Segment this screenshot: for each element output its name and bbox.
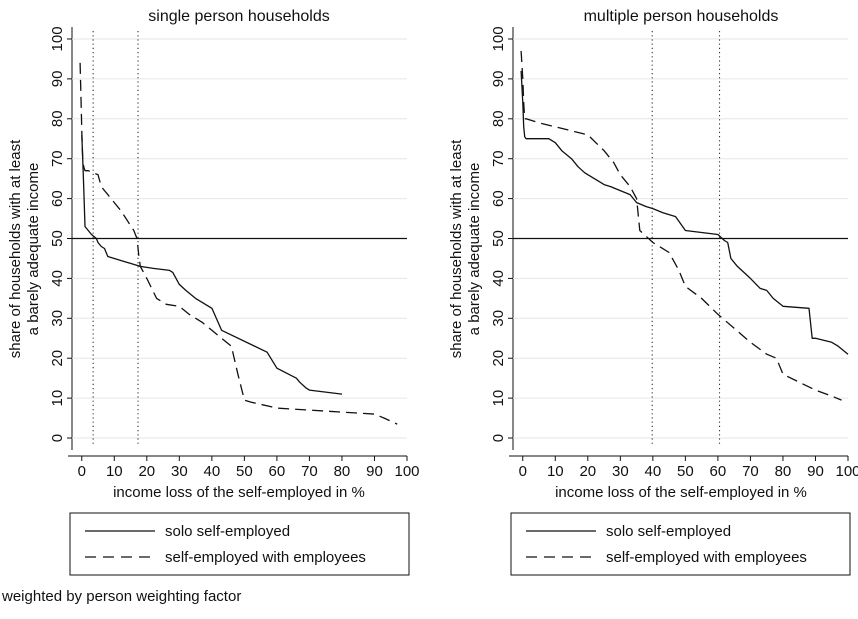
legend-label-employees: self-employed with employees <box>606 549 807 566</box>
y-tick-label: 70 <box>490 150 507 167</box>
x-tick-label: 100 <box>394 463 419 480</box>
legend: solo self-employed self-employed with em… <box>69 512 410 576</box>
y-tick-label: 20 <box>49 350 66 367</box>
y-tick-label: 60 <box>49 190 66 207</box>
y-axis-label-line1: share of households with at least <box>448 139 465 358</box>
x-tick-label: 10 <box>106 463 123 480</box>
x-tick-label: 20 <box>138 463 155 480</box>
x-tick-label: 0 <box>519 463 527 480</box>
legend-box <box>510 512 851 576</box>
legend-label-solo: solo self-employed <box>165 523 290 540</box>
legend-label-employees: self-employed with employees <box>165 549 366 566</box>
reference-lines <box>72 31 407 446</box>
y-tick-label: 20 <box>490 350 507 367</box>
y-tick-label: 50 <box>490 230 507 247</box>
x-tick-label: 70 <box>301 463 318 480</box>
legend-label-solo: solo self-employed <box>606 523 731 540</box>
y-ticks: 0 10 20 30 40 50 60 70 80 90 100 <box>490 26 513 442</box>
x-tick-label: 50 <box>677 463 694 480</box>
panel-title: single person households <box>148 8 329 25</box>
x-ticks: 0 10 20 30 40 50 60 70 80 90 100 <box>78 456 420 480</box>
x-tick-label: 90 <box>366 463 383 480</box>
x-tick-label: 30 <box>612 463 629 480</box>
panel-multiple-person: multiple person households 0 10 20 30 40 50 60… <box>448 8 858 576</box>
panel-single-person: single person households 0 10 20 30 40 50 60 70… <box>7 8 420 576</box>
x-tick-label: 60 <box>269 463 286 480</box>
y-axis-label-line2: a barely adequate income <box>25 163 42 336</box>
y-tick-label: 50 <box>49 230 66 247</box>
x-tick-label: 0 <box>78 463 86 480</box>
y-tick-label: 90 <box>490 71 507 88</box>
y-tick-label: 70 <box>49 150 66 167</box>
legend-box <box>69 512 410 576</box>
x-tick-label: 80 <box>775 463 792 480</box>
x-axis-label: income loss of the self-employed in % <box>555 484 807 501</box>
y-tick-label: 30 <box>49 310 66 327</box>
y-tick-label: 0 <box>49 434 66 442</box>
y-tick-label: 100 <box>49 26 66 51</box>
x-tick-label: 60 <box>710 463 727 480</box>
y-axis-label-line1: share of households with at least <box>7 139 24 358</box>
series-lines <box>79 62 398 425</box>
y-tick-label: 10 <box>490 390 507 407</box>
series-solo-line <box>520 70 849 355</box>
reference-lines <box>513 31 848 446</box>
y-tick-label: 10 <box>49 390 66 407</box>
y-tick-label: 0 <box>490 434 507 442</box>
x-tick-label: 70 <box>742 463 759 480</box>
x-tick-label: 40 <box>645 463 662 480</box>
x-tick-label: 80 <box>334 463 351 480</box>
y-tick-label: 30 <box>490 310 507 327</box>
y-ticks: 0 10 20 30 40 50 60 70 80 90 100 <box>49 26 72 442</box>
gridlines <box>72 38 407 439</box>
series-solo-line <box>81 134 343 395</box>
y-tick-label: 60 <box>490 190 507 207</box>
x-tick-label: 40 <box>204 463 221 480</box>
series-employees-line <box>79 62 398 425</box>
footnote: weighted by person weighting factor <box>2 588 242 605</box>
y-axis-label-line2: a barely adequate income <box>466 163 483 336</box>
y-tick-label: 40 <box>49 270 66 287</box>
x-tick-label: 30 <box>171 463 188 480</box>
x-ticks: 0 10 20 30 40 50 60 70 80 90 100 <box>519 456 858 480</box>
x-axis-label: income loss of the self-employed in % <box>113 484 365 501</box>
panel-title: multiple person households <box>584 8 779 25</box>
x-tick-label: 20 <box>579 463 596 480</box>
series-lines <box>520 50 849 401</box>
legend: solo self-employed self-employed with em… <box>510 512 851 576</box>
x-tick-label: 10 <box>547 463 564 480</box>
y-tick-label: 80 <box>490 110 507 127</box>
x-tick-label: 100 <box>835 463 858 480</box>
y-tick-label: 80 <box>49 110 66 127</box>
series-employees-line <box>520 50 842 401</box>
y-tick-label: 100 <box>490 26 507 51</box>
x-tick-label: 50 <box>236 463 253 480</box>
y-tick-label: 40 <box>490 270 507 287</box>
y-tick-label: 90 <box>49 71 66 88</box>
x-tick-label: 90 <box>807 463 824 480</box>
